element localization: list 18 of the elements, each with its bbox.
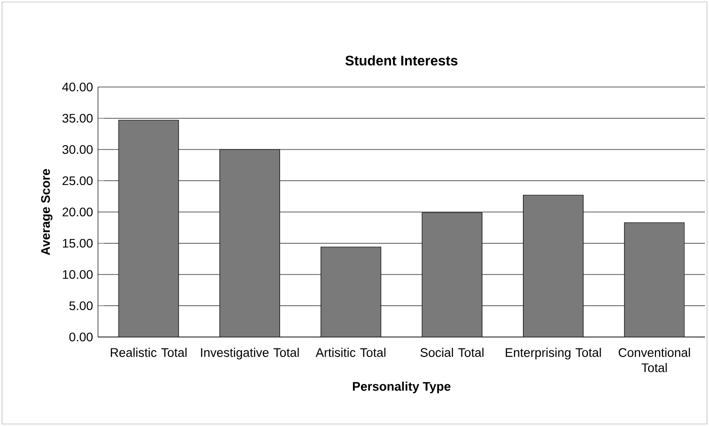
y-tick-label: 15.00	[62, 238, 93, 248]
x-tick-label: Social Total	[420, 348, 484, 357]
x-tick-label: Investigative Total	[201, 348, 299, 360]
y-tick-label: 35.00	[62, 114, 93, 123]
y-tick-label: 10.00	[62, 270, 93, 279]
y-tick-label: 5.00	[69, 301, 93, 310]
x-tick-label: Enterprising Total	[506, 348, 601, 360]
y-tick-label: 25.00	[62, 176, 93, 186]
y-tick-label: 20.00	[62, 208, 93, 216]
y-axis-title: Average Score	[41, 169, 52, 256]
chart-title: Student Interests	[345, 55, 458, 66]
x-tick-label: Conventional Total	[618, 348, 690, 372]
x-tick-label: Realistic Total	[110, 348, 187, 357]
y-tick-label: 30.00	[62, 145, 93, 154]
x-axis-title: Personality Type	[352, 382, 450, 394]
y-tick-label: 40.00	[62, 82, 93, 92]
x-tick-label: Artisitic Total	[316, 348, 386, 357]
y-tick-label: 0.00	[69, 332, 93, 342]
